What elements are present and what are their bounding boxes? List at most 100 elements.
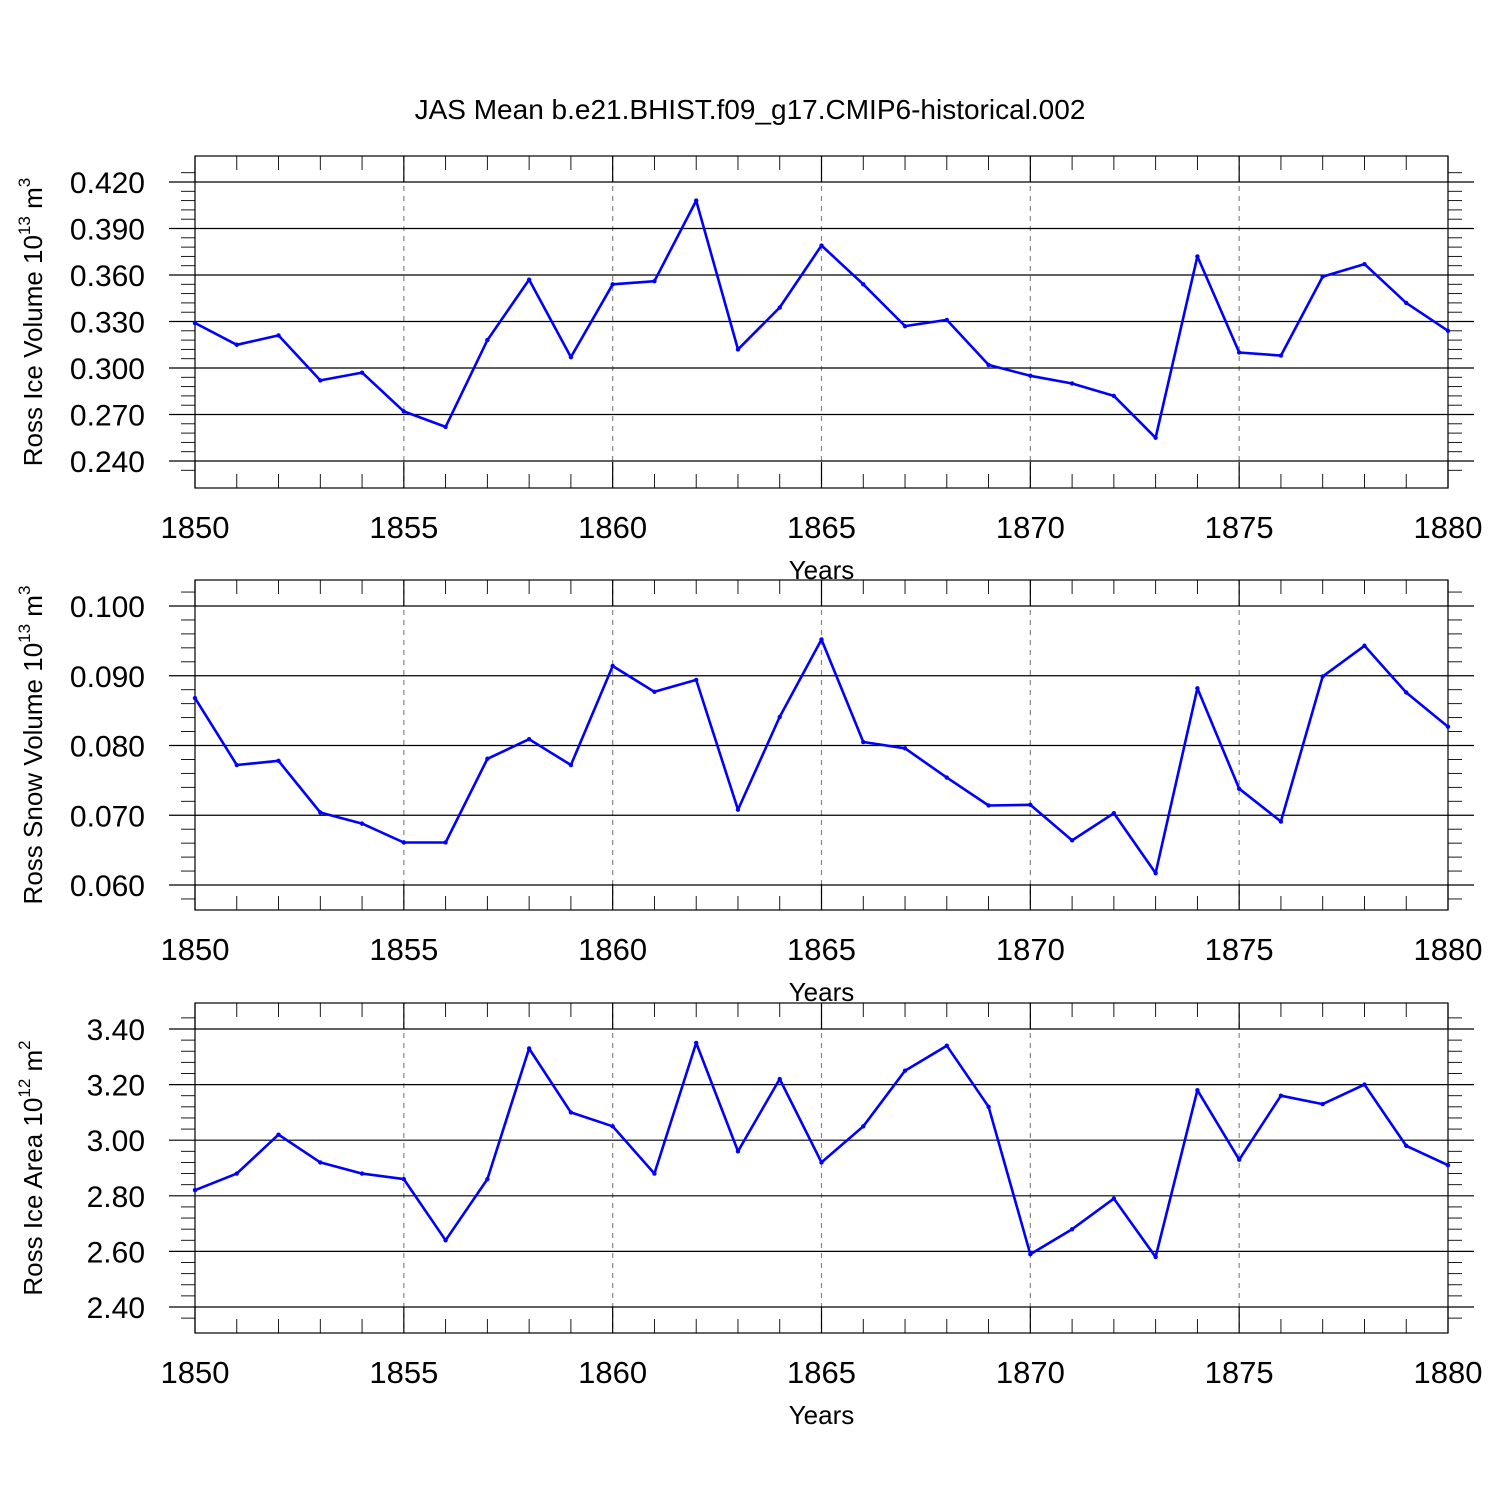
x-tick-label: 1870 <box>996 1355 1065 1390</box>
data-point-ice-volume-1878 <box>1362 261 1367 267</box>
data-point-ice-volume-1852 <box>276 333 281 338</box>
data-point-snow-volume-1854 <box>359 821 365 826</box>
data-point-snow-volume-1858 <box>526 737 532 742</box>
data-point-snow-volume-1879 <box>1404 690 1409 695</box>
x-tick-label: 1855 <box>369 1355 438 1390</box>
data-point-snow-volume-1863 <box>735 807 741 812</box>
data-point-ice-volume-1880 <box>1445 328 1451 333</box>
data-point-ice-volume-1854 <box>359 370 365 375</box>
data-point-ice-area-1861 <box>652 1171 657 1176</box>
y-tick-label: 0.100 <box>70 591 145 624</box>
panel-ice-area: 2.40 2.60 2.80 3.00 3.20 3.40 1850 1855 1860 1865… <box>15 1002 1483 1430</box>
data-point-ice-area-1862 <box>694 1040 699 1046</box>
y-tick-label: 2.60 <box>87 1236 145 1269</box>
x-tick-label: 1880 <box>1414 1355 1483 1390</box>
data-point-snow-volume-1865 <box>819 637 824 642</box>
y-axis-title: Ross Ice Volume 1013 m3 <box>15 178 48 467</box>
x-tick-label: 1870 <box>996 932 1065 967</box>
data-point-snow-volume-1852 <box>276 758 281 764</box>
data-point-ice-area-1870 <box>1028 1251 1033 1257</box>
data-point-ice-volume-1870 <box>1028 373 1033 378</box>
x-tick-label: 1870 <box>996 510 1065 545</box>
data-point-snow-volume-1859 <box>568 762 574 768</box>
x-tick-label: 1855 <box>369 932 438 967</box>
panel-snow-volume: 0.060 0.070 0.080 0.090 0.100 1850 1855 1860 186… <box>15 579 1483 1007</box>
data-point-snow-volume-1874 <box>1195 686 1200 691</box>
y-tick-label: 3.20 <box>87 1070 145 1103</box>
x-tick-label: 1875 <box>1205 1355 1274 1390</box>
y-tick-label: 0.420 <box>70 167 145 200</box>
y-tick-label: 0.360 <box>70 260 145 293</box>
data-point-snow-volume-1876 <box>1278 819 1284 824</box>
data-point-snow-volume-1850 <box>192 695 198 701</box>
data-point-ice-area-1880 <box>1445 1163 1451 1168</box>
data-point-ice-area-1871 <box>1069 1226 1075 1232</box>
y-tick-label: 3.00 <box>87 1125 145 1158</box>
data-point-ice-volume-1860 <box>610 282 615 287</box>
data-point-ice-volume-1867 <box>902 323 908 329</box>
data-point-ice-area-1864 <box>777 1076 782 1082</box>
data-point-snow-volume-1853 <box>318 810 323 815</box>
data-point-ice-area-1877 <box>1320 1101 1325 1107</box>
data-point-ice-volume-1873 <box>1153 435 1158 440</box>
data-point-ice-volume-1871 <box>1069 381 1075 386</box>
data-point-snow-volume-1871 <box>1069 838 1075 843</box>
data-point-ice-volume-1868 <box>944 317 949 323</box>
y-tick-label: 0.300 <box>70 353 145 386</box>
data-point-snow-volume-1855 <box>401 840 407 845</box>
data-point-ice-area-1876 <box>1278 1093 1284 1098</box>
data-point-ice-area-1852 <box>276 1132 281 1137</box>
data-point-snow-volume-1851 <box>234 762 239 768</box>
x-tick-label: 1850 <box>161 510 230 545</box>
data-point-ice-volume-1855 <box>401 409 407 414</box>
data-point-ice-area-1853 <box>318 1160 323 1165</box>
x-tick-label: 1875 <box>1205 932 1274 967</box>
data-point-ice-volume-1864 <box>777 305 782 310</box>
data-point-ice-area-1867 <box>902 1068 908 1073</box>
data-point-ice-volume-1862 <box>694 198 699 203</box>
data-point-snow-volume-1866 <box>861 739 866 745</box>
y-tick-label: 0.270 <box>70 400 145 433</box>
data-point-snow-volume-1862 <box>694 677 699 683</box>
y-tick-label: 0.090 <box>70 661 145 694</box>
data-point-ice-volume-1877 <box>1320 274 1325 279</box>
x-tick-label: 1880 <box>1414 932 1483 967</box>
data-point-ice-volume-1865 <box>819 243 824 248</box>
data-point-snow-volume-1869 <box>986 803 991 808</box>
data-point-ice-area-1873 <box>1153 1254 1158 1260</box>
data-point-ice-area-1868 <box>944 1043 949 1048</box>
data-point-ice-volume-1850 <box>192 320 198 326</box>
data-point-ice-volume-1869 <box>986 362 991 368</box>
chart-title: JAS Mean b.e21.BHIST.f09_g17.CMIP6-histo… <box>415 94 1086 125</box>
x-axis-title: Years <box>789 977 855 1007</box>
data-point-ice-area-1858 <box>526 1046 532 1051</box>
y-tick-label: 2.80 <box>87 1181 145 1214</box>
data-point-ice-volume-1853 <box>318 378 323 383</box>
data-point-ice-area-1865 <box>819 1160 824 1165</box>
data-point-snow-volume-1880 <box>1445 724 1451 729</box>
data-point-snow-volume-1861 <box>652 689 657 694</box>
x-tick-label: 1865 <box>787 510 856 545</box>
data-point-snow-volume-1870 <box>1028 802 1033 807</box>
data-point-ice-area-1872 <box>1111 1196 1117 1201</box>
x-tick-label: 1865 <box>787 1355 856 1390</box>
data-point-ice-area-1874 <box>1195 1087 1200 1093</box>
x-tick-label: 1850 <box>161 932 230 967</box>
data-point-ice-area-1855 <box>401 1176 407 1182</box>
data-point-ice-volume-1879 <box>1404 300 1409 306</box>
data-point-snow-volume-1860 <box>610 663 615 669</box>
data-point-ice-volume-1876 <box>1278 353 1284 358</box>
x-tick-label: 1875 <box>1205 510 1274 545</box>
data-point-snow-volume-1878 <box>1362 643 1367 648</box>
data-point-snow-volume-1875 <box>1236 786 1242 791</box>
data-point-ice-volume-1874 <box>1195 254 1200 259</box>
y-tick-label: 0.390 <box>70 214 145 247</box>
y-tick-label: 0.080 <box>70 731 145 764</box>
data-point-ice-area-1878 <box>1362 1082 1367 1087</box>
data-point-ice-area-1857 <box>485 1176 490 1182</box>
y-tick-label: 2.40 <box>87 1292 145 1325</box>
data-point-ice-area-1866 <box>861 1124 866 1129</box>
data-point-ice-area-1879 <box>1404 1143 1409 1148</box>
data-point-ice-volume-1859 <box>568 354 574 360</box>
y-tick-label: 0.330 <box>70 307 145 340</box>
